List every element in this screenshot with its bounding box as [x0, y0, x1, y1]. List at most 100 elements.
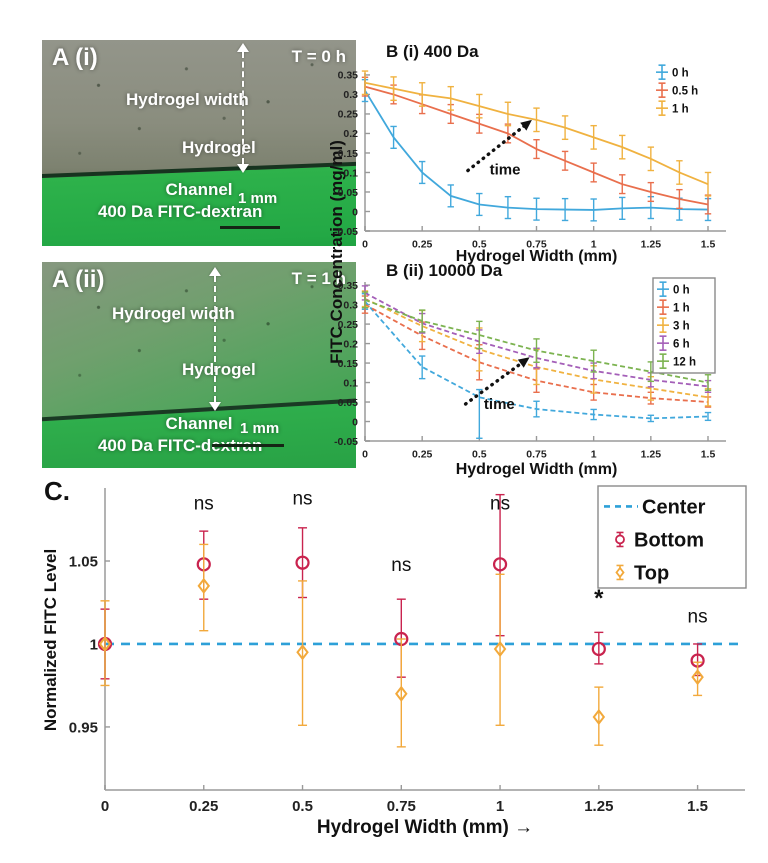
significance-label: ns — [490, 494, 510, 515]
x-axis-label: Hydrogel Width (mm) — [456, 461, 618, 478]
hydrogel-width-arrow-icon — [208, 267, 221, 411]
significance-label: ns — [292, 489, 312, 510]
legend: 0 h 0.5 h 1 h — [656, 64, 698, 116]
y-tick-label: 0.95 — [69, 719, 98, 736]
x-tick-label: 0 — [101, 798, 109, 815]
y-tick-label: 0.25 — [338, 319, 359, 331]
circle-marker — [492, 557, 508, 572]
significance-label: ns — [194, 494, 214, 515]
circle-marker — [591, 641, 606, 657]
series-Top — [98, 543, 704, 748]
x-tick-label: 0.5 — [472, 239, 487, 251]
legend-label: 6 h — [673, 338, 690, 350]
hydrogel-width-arrow-icon — [236, 43, 249, 173]
y-tick-label: 0.15 — [338, 148, 359, 160]
legend-label: 1 h — [672, 103, 689, 115]
y-tick-label: 0.2 — [343, 338, 358, 350]
x-tick-label: 0.75 — [526, 239, 547, 251]
arrowhead-icon — [517, 357, 530, 368]
axes: 0 0.25 0.5 0.75 1 1.25 1.5 1.05 1 0.95 — [69, 488, 745, 815]
x-tick-label: 1 — [496, 798, 504, 815]
diamond-marker — [493, 640, 507, 658]
x-tick-label: 1.25 — [584, 798, 613, 815]
y-tick-label: 0.15 — [338, 358, 359, 370]
time-annotation: time — [484, 396, 515, 413]
scale-label: 1 mm — [240, 420, 280, 437]
y-tick-label: 0.35 — [338, 280, 359, 292]
y-tick-label: -0.05 — [334, 436, 358, 448]
panel-a1-micrograph: A (i) T = 0 h Hydrogel width Hydrogel Ch… — [42, 40, 356, 246]
series-0h — [361, 292, 712, 439]
chart-b2-10000da: 0 0.25 0.5 0.75 1 1.25 1.5 0.35 0.3 0.25 0.2 0.15 0.… — [334, 261, 726, 478]
chart-title: B (ii) 10000 Da — [386, 261, 503, 280]
significance-label: * — [594, 585, 604, 612]
x-tick-label: 1.5 — [701, 239, 716, 251]
x-tick-label: 1.5 — [687, 798, 708, 815]
time-arrow-icon — [463, 360, 525, 406]
x-tick-label: 0 — [362, 239, 368, 251]
diamond-marker — [296, 644, 309, 661]
legend-label: Center — [642, 497, 706, 519]
legend-label: 0 h — [673, 284, 690, 296]
hydrogel-label: Hydrogel — [182, 138, 256, 157]
significance-label: ns — [688, 606, 708, 627]
y-axis-label: Normalized FITC Level — [41, 549, 60, 731]
y-tick-label: 0.2 — [343, 128, 358, 140]
legend-label: 1 h — [673, 302, 690, 314]
y-tick-label: 0 — [352, 206, 358, 218]
diamond-marker — [395, 685, 408, 702]
dextran-label: 400 Da FITC-dextran — [97, 436, 263, 455]
y-tick-label: 1.05 — [69, 553, 98, 570]
x-tick-label: 1 — [591, 239, 597, 251]
diamond-marker — [98, 635, 112, 653]
arrowhead-down-icon — [208, 402, 221, 411]
x-tick-label: 0.25 — [412, 239, 433, 251]
y-tick-label: 0.05 — [338, 187, 359, 199]
x-axis-label: Hydrogel Width (mm) → — [317, 817, 533, 838]
y-tick-label: 0.35 — [338, 70, 359, 82]
y-tick-label: 0.1 — [343, 377, 358, 389]
significance-label: ns — [391, 555, 411, 576]
y-tick-label: 0.3 — [343, 299, 358, 311]
scale-bar — [212, 444, 284, 447]
legend-label: 12 h — [673, 356, 696, 368]
y-tick-label: 0 — [352, 416, 358, 428]
hydrogel-label: Hydrogel — [182, 360, 256, 379]
y-tick-label: 0.1 — [343, 167, 358, 179]
x-tick-label: 0.25 — [412, 449, 433, 461]
chart-title: B (i) 400 Da — [386, 42, 479, 61]
x-axis-label: Hydrogel Width (mm) — [456, 248, 618, 265]
arrowhead-down-icon — [236, 164, 249, 173]
y-tick-label: 0.05 — [338, 397, 359, 409]
chart-b1-400da: 0 0.25 0.5 0.75 1 1.25 1.5 0.35 0.3 0.25 0.2 0.15 0.… — [334, 42, 726, 265]
y-tick-label: 1 — [90, 636, 98, 653]
x-tick-label: 0.75 — [387, 798, 416, 815]
legend: Center Bottom Top — [597, 485, 747, 589]
legend: 0 h 1 h 3 h 6 h 12 h — [652, 277, 716, 374]
x-tick-label: 0.25 — [189, 798, 218, 815]
timestamp-label: T = 0 h — [291, 47, 346, 66]
x-tick-label: 1.25 — [641, 449, 662, 461]
panel-label: A (ii) — [52, 266, 105, 293]
panel-c-label: C. — [44, 476, 70, 506]
timestamp-label: T = 1 h — [291, 269, 346, 288]
series-1h — [361, 70, 712, 197]
series-12h — [361, 291, 712, 392]
arrowhead-icon — [520, 119, 532, 131]
scale-bar — [220, 226, 280, 229]
time-arrow-icon — [466, 123, 527, 173]
panel-label: A (i) — [52, 44, 98, 71]
y-tick-label: 0.25 — [338, 109, 359, 121]
diamond-marker — [197, 577, 211, 595]
diamond-marker — [592, 708, 606, 726]
x-tick-label: 0.5 — [292, 798, 313, 815]
diamond-marker — [691, 669, 704, 686]
axes: 0 0.25 0.5 0.75 1 1.25 1.5 0.35 0.3 0.25 0.2 0.15 0.… — [334, 70, 726, 251]
y-tick-label: 0.3 — [343, 89, 358, 101]
legend-label: 0.5 h — [672, 85, 698, 97]
x-tick-label: 1.25 — [641, 239, 662, 251]
x-tick-label: 1.5 — [701, 449, 716, 461]
arrowhead-up-icon — [236, 43, 249, 52]
scale-label: 1 mm — [238, 190, 278, 207]
